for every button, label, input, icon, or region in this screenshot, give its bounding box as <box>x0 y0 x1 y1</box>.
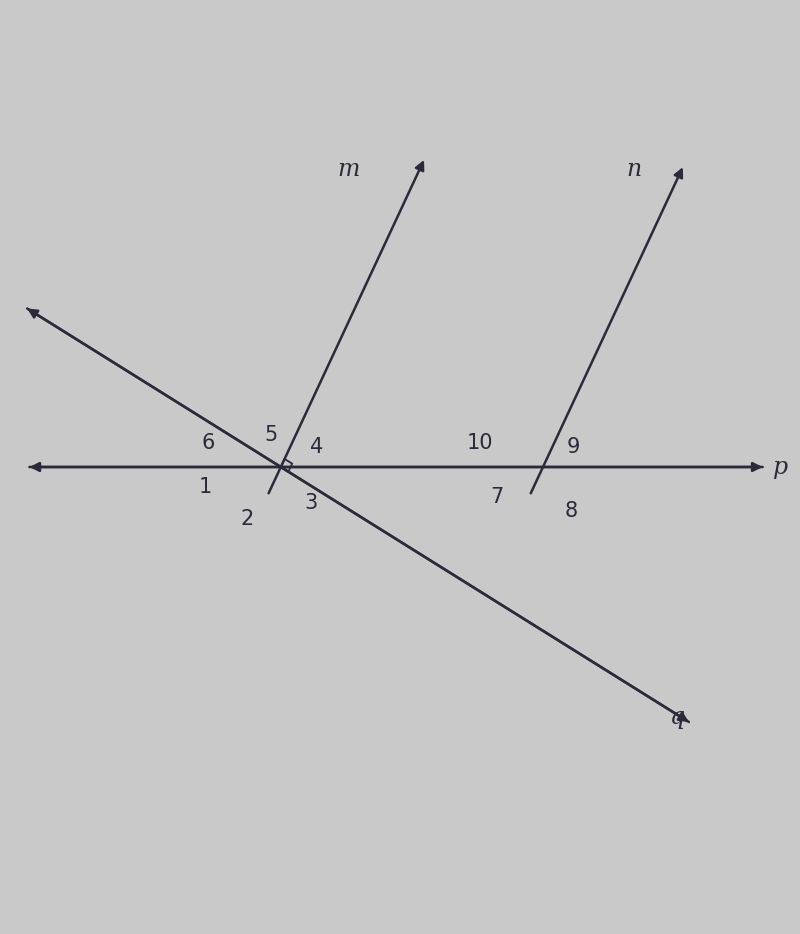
Text: 8: 8 <box>564 501 578 520</box>
Text: 6: 6 <box>201 433 214 453</box>
Text: 3: 3 <box>304 493 318 513</box>
Text: 2: 2 <box>241 509 254 529</box>
Text: 5: 5 <box>265 425 278 446</box>
Text: m: m <box>337 158 359 180</box>
Text: 4: 4 <box>310 437 323 457</box>
Text: n: n <box>626 158 642 180</box>
Text: 9: 9 <box>566 437 580 457</box>
Text: 1: 1 <box>198 477 212 497</box>
Text: 10: 10 <box>466 433 493 453</box>
Text: 7: 7 <box>490 488 503 507</box>
Text: q: q <box>670 706 686 729</box>
Text: p: p <box>774 456 789 478</box>
